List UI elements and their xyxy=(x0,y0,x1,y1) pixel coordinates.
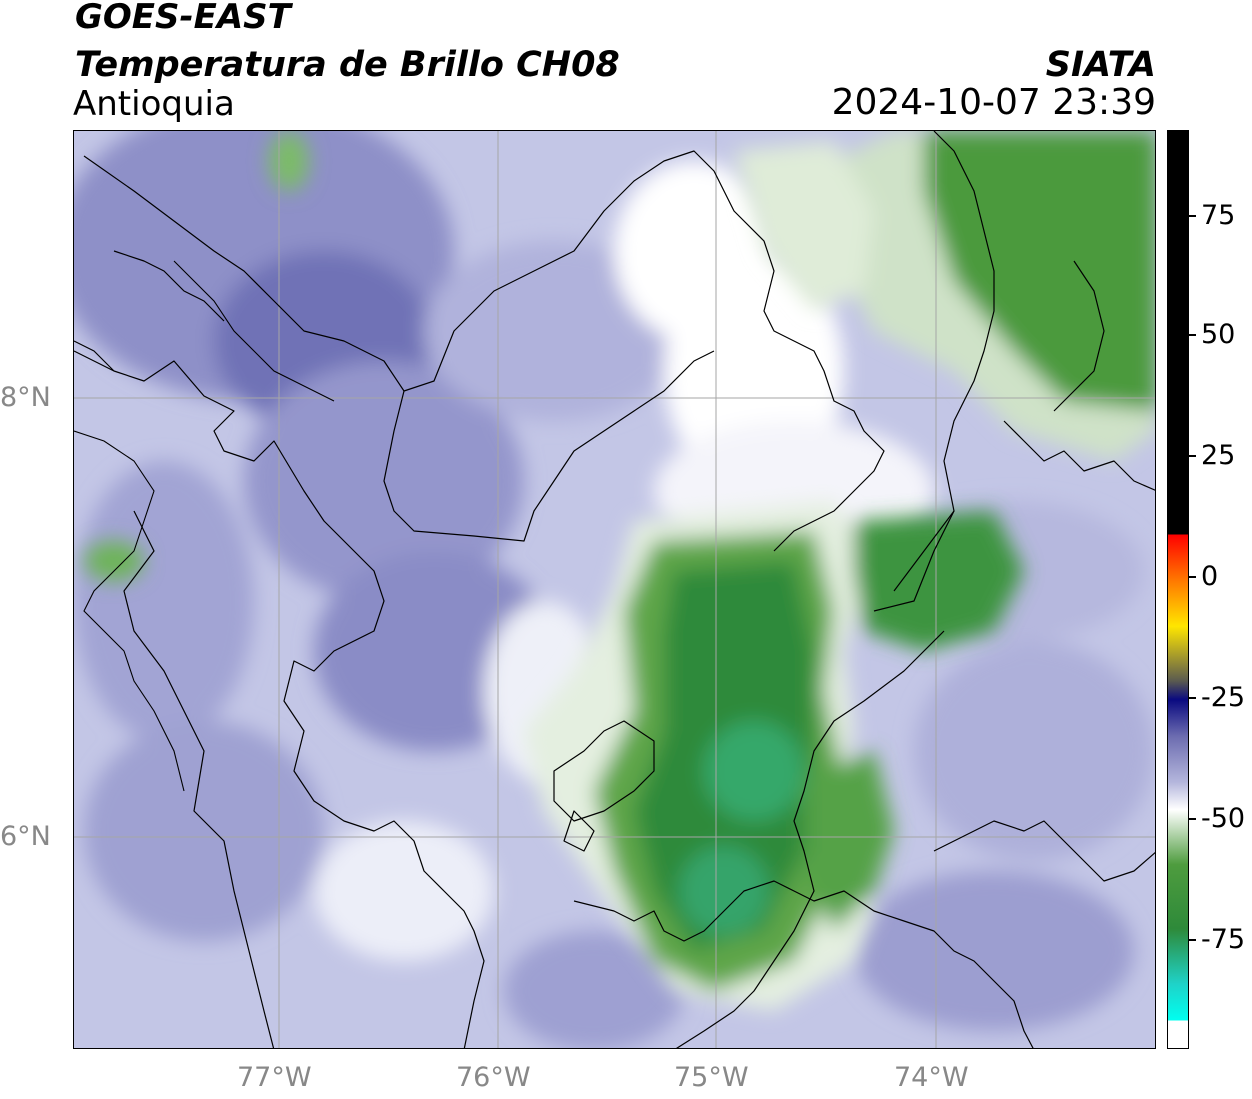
timestamp-label: 2024-10-07 23:39 xyxy=(831,82,1156,123)
colorbar-tick-mark xyxy=(1189,939,1196,941)
colorbar-label-minus-75: -75 xyxy=(1201,924,1246,955)
region-label: Antioquia xyxy=(73,84,235,124)
graticule xyxy=(74,131,1155,1048)
map-canvas xyxy=(74,131,1155,1048)
longitude-tick-74w: 74°W xyxy=(894,1062,969,1093)
product-title: Temperatura de Brillo CH08 xyxy=(75,45,620,85)
satellite-map xyxy=(73,130,1156,1049)
satellite-title: GOES-EAST xyxy=(75,0,291,37)
colorbar-label-25: 25 xyxy=(1201,440,1236,471)
cold-cloud-tops xyxy=(84,131,1155,1011)
latitude-tick-8n: 8°N xyxy=(0,382,51,413)
colorbar-tick-mark xyxy=(1189,455,1196,457)
colorbar-tick-mark xyxy=(1189,697,1196,699)
longitude-tick-75w: 75°W xyxy=(674,1062,749,1093)
coastline xyxy=(74,260,335,792)
organization-label: SIATA xyxy=(1045,45,1156,85)
longitude-tick-76w: 76°W xyxy=(456,1062,531,1093)
colorbar-label-minus-50: -50 xyxy=(1201,803,1246,834)
admin-borders xyxy=(74,131,1155,1048)
colorbar-label-minus-25: -25 xyxy=(1201,682,1246,713)
colorbar-label-50: 50 xyxy=(1201,319,1236,350)
colorbar-tick-mark xyxy=(1189,576,1196,578)
colorbar-label-75: 75 xyxy=(1201,200,1236,231)
colorbar-tick-mark xyxy=(1189,818,1196,820)
colorbar xyxy=(1167,130,1189,1049)
latitude-tick-6n: 6°N xyxy=(0,821,51,852)
colorbar-label-0: 0 xyxy=(1201,561,1219,592)
colorbar-tick-mark xyxy=(1189,215,1196,217)
longitude-tick-77w: 77°W xyxy=(237,1062,312,1093)
colorbar-tick-mark xyxy=(1189,334,1196,336)
